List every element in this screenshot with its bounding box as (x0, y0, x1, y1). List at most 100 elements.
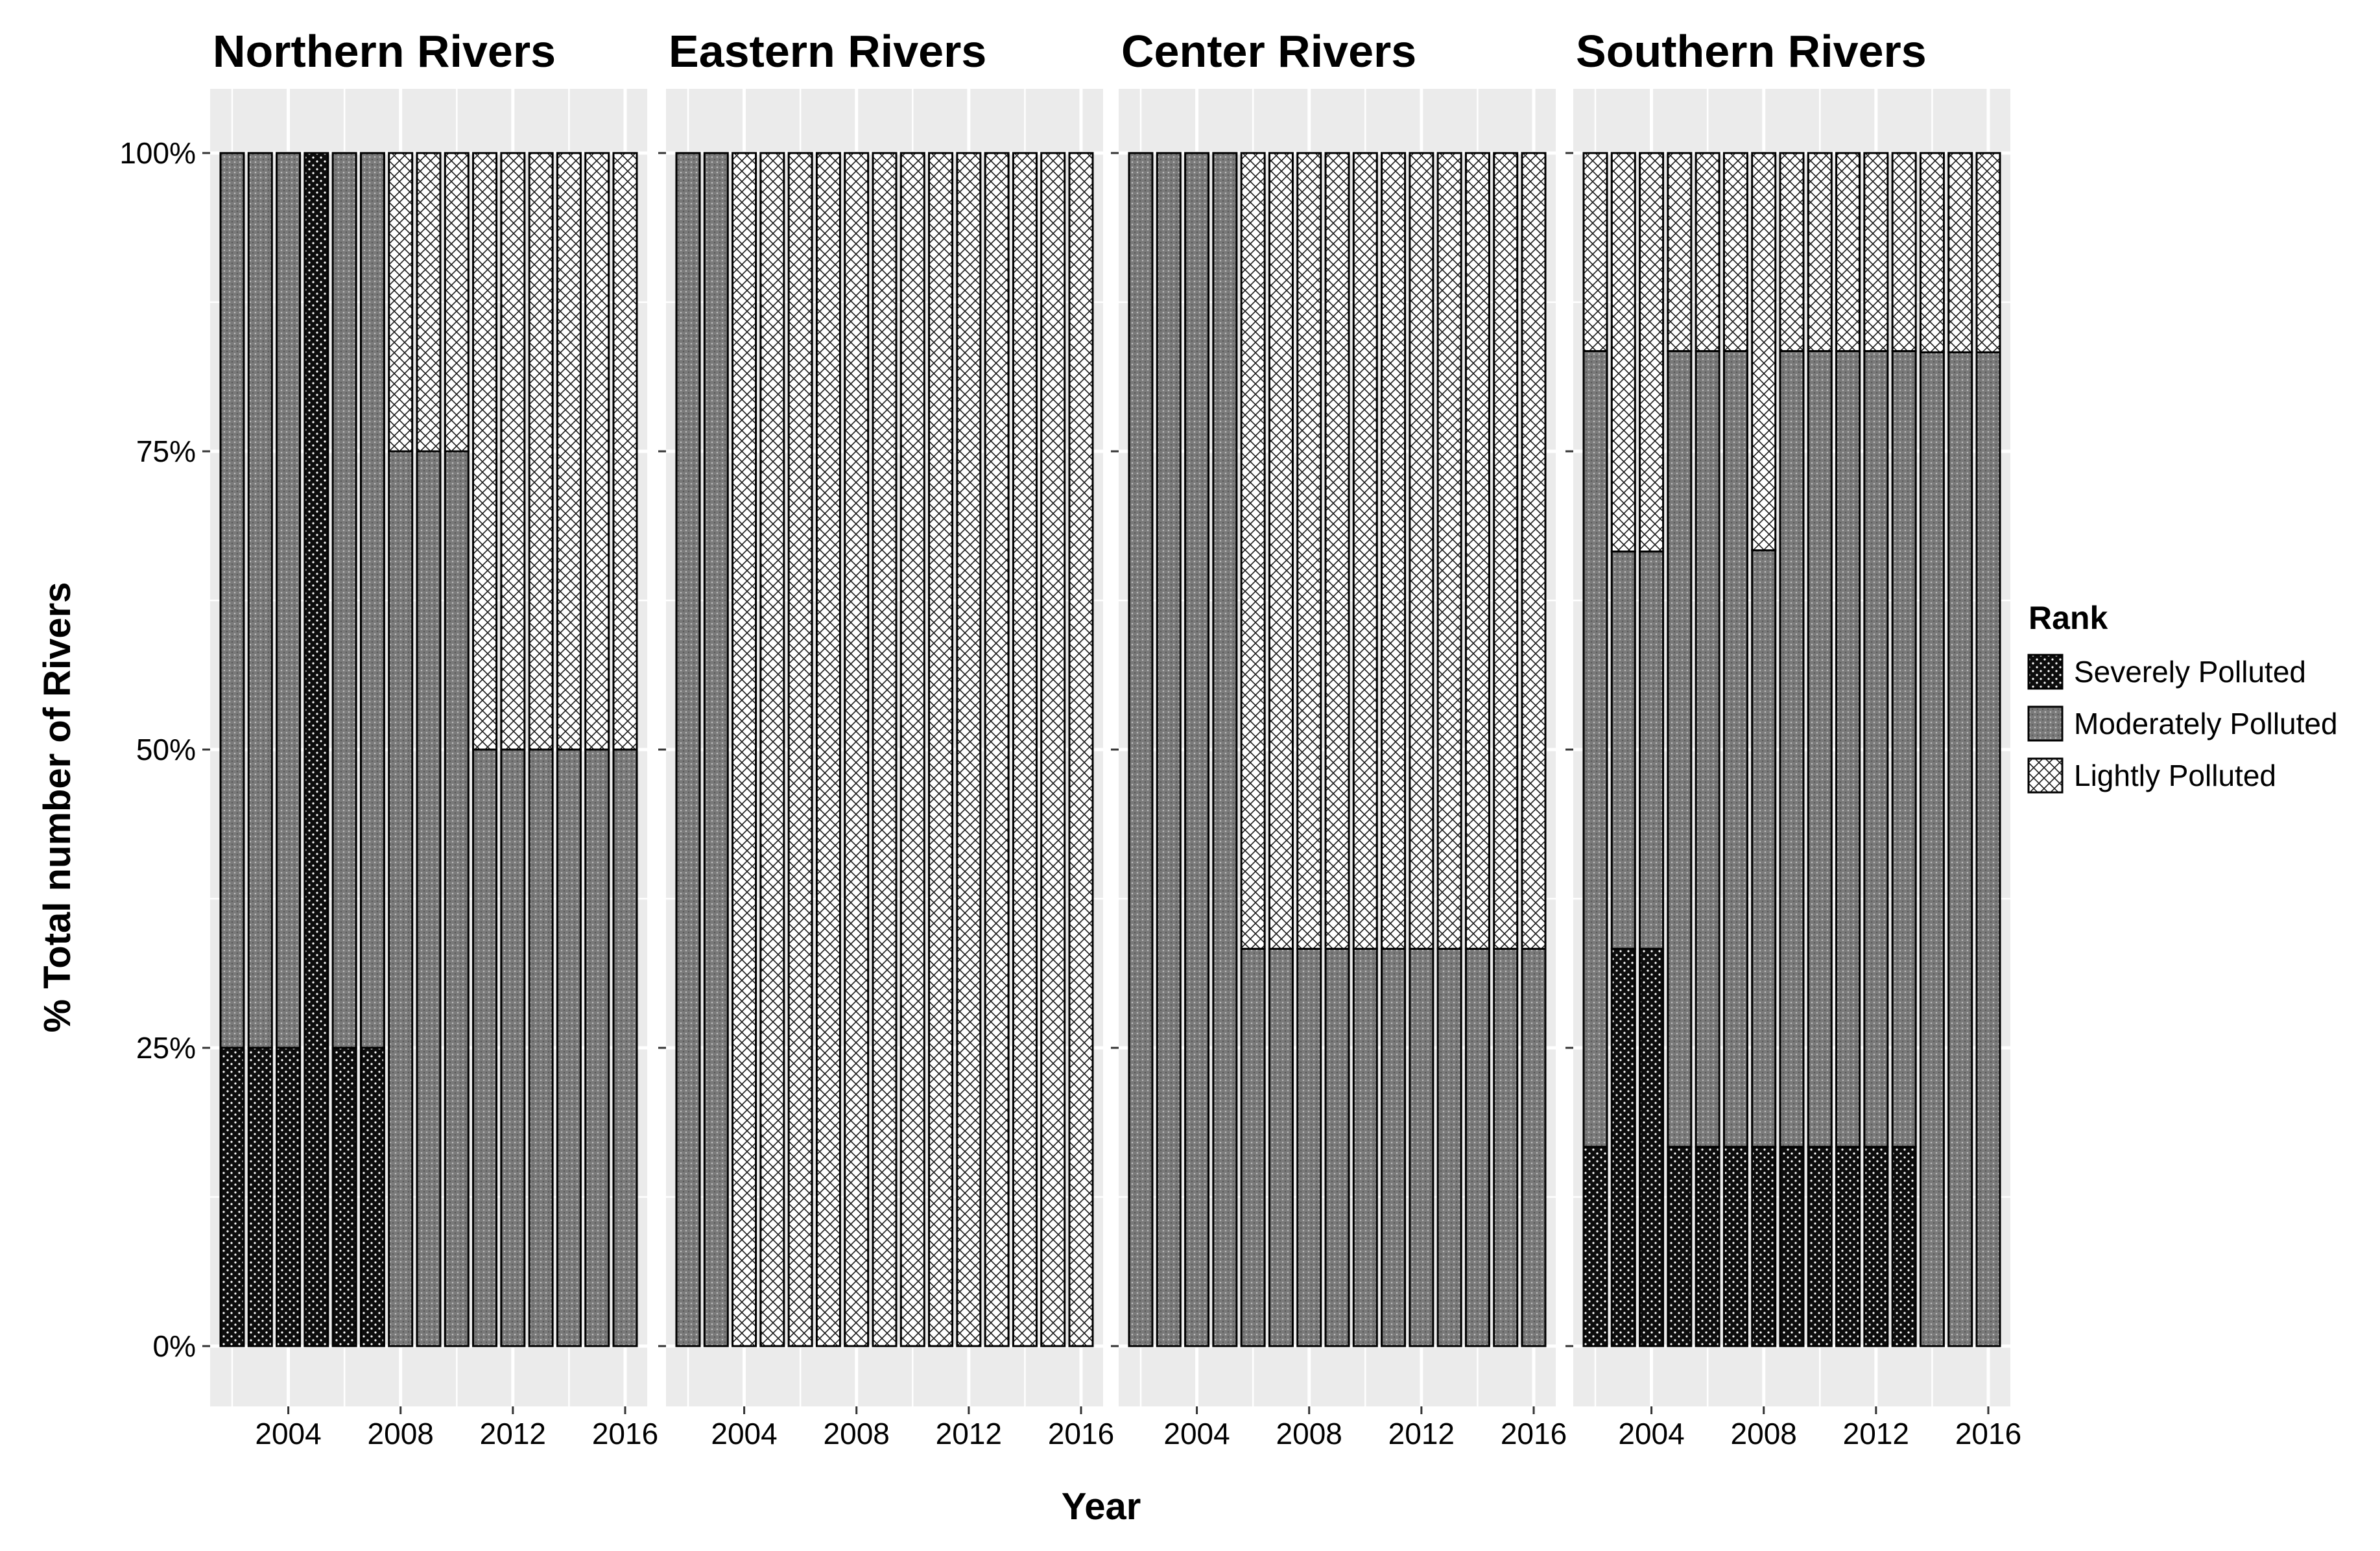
bar-severely-polluted-2010 (1807, 1146, 1833, 1347)
bar-lightly-polluted-2015 (584, 152, 610, 751)
facet-title-center-rivers: Center Rivers (1121, 26, 1416, 77)
facet-center-rivers: Center Rivers 2004 2008 2012 2016 (1111, 26, 1567, 1450)
bar-moderately-polluted-2002 (219, 152, 245, 1049)
x-axis-title: Year (1062, 1486, 1141, 1528)
x-tick-label: 2016 (592, 1417, 658, 1450)
x-tick-label: 2008 (824, 1417, 890, 1450)
bar-lightly-polluted-2008 (1751, 152, 1777, 552)
bars-center-rivers (1128, 152, 1547, 1347)
x-axis-southern-rivers: 2004 2008 2012 2016 (1618, 1406, 2021, 1450)
bar-lightly-polluted-2004 (732, 152, 757, 1347)
bar-lightly-polluted-2016 (1068, 152, 1094, 1347)
bar-moderately-polluted-2012 (1863, 349, 1889, 1148)
bar-severely-polluted-2005 (303, 152, 329, 1347)
bar-lightly-polluted-2013 (1891, 152, 1917, 352)
bar-lightly-polluted-2012 (956, 152, 982, 1347)
bar-moderately-polluted-2016 (1975, 351, 2001, 1347)
bar-lightly-polluted-2003 (1610, 152, 1636, 553)
bar-lightly-polluted-2011 (1835, 152, 1861, 352)
bar-lightly-polluted-2009 (416, 152, 442, 453)
legend-swatch-severely-polluted (2027, 654, 2064, 690)
y-tick-label: 100% (119, 136, 196, 170)
bar-severely-polluted-2009 (1779, 1146, 1805, 1347)
x-tick-label: 2012 (480, 1417, 546, 1450)
y-ticks-southern-rivers (1565, 152, 1573, 1347)
bar-severely-polluted-2002 (1582, 1146, 1608, 1347)
x-tick-label: 2004 (1163, 1417, 1230, 1450)
bar-lightly-polluted-2014 (1919, 152, 1945, 353)
bar-lightly-polluted-2014 (1012, 152, 1038, 1347)
bar-lightly-polluted-2010 (1352, 152, 1378, 950)
bar-severely-polluted-2008 (1751, 1146, 1777, 1347)
bar-lightly-polluted-2014 (1464, 152, 1490, 950)
bar-severely-polluted-2012 (1863, 1146, 1889, 1347)
bar-lightly-polluted-2008 (1296, 152, 1322, 950)
bar-moderately-polluted-2002 (1128, 152, 1154, 1347)
bar-severely-polluted-2002 (219, 1047, 245, 1347)
bar-moderately-polluted-2012 (500, 748, 526, 1347)
bar-lightly-polluted-2013 (528, 152, 554, 751)
facet-northern-rivers: Northern Rivers 2004 2008 2012 2016 (202, 26, 658, 1450)
bar-moderately-polluted-2004 (1639, 551, 1665, 950)
bar-lightly-polluted-2010 (1807, 152, 1833, 352)
x-axis-eastern-rivers: 2004 2008 2012 2016 (711, 1406, 1114, 1450)
y-axis-title: % Total number of Rivers (36, 582, 78, 1032)
bar-moderately-polluted-2014 (1464, 947, 1490, 1347)
bar-moderately-polluted-2003 (1610, 551, 1636, 950)
bar-lightly-polluted-2009 (1324, 152, 1350, 950)
bar-moderately-polluted-2013 (1436, 947, 1462, 1347)
bar-moderately-polluted-2011 (1835, 349, 1861, 1148)
bar-moderately-polluted-2014 (556, 748, 582, 1347)
bar-moderately-polluted-2005 (1212, 152, 1238, 1347)
bar-moderately-polluted-2015 (1493, 947, 1519, 1347)
y-tick-label: 75% (136, 434, 196, 468)
legend: Rank Severely Polluted Moderately Pollute… (2027, 600, 2338, 794)
bar-lightly-polluted-2010 (444, 152, 470, 453)
bar-lightly-polluted-2015 (1947, 152, 1973, 353)
bar-lightly-polluted-2013 (1436, 152, 1462, 950)
bar-lightly-polluted-2006 (787, 152, 813, 1347)
facet-southern-rivers: Southern Rivers 2004 2008 2012 2016 (1565, 26, 2021, 1450)
bar-lightly-polluted-2011 (928, 152, 954, 1347)
bar-lightly-polluted-2012 (1409, 152, 1434, 950)
axes-layer: % Total number of Rivers Year 0% 25% 50% 75… (36, 136, 1141, 1528)
x-tick-label: 2016 (1501, 1417, 1567, 1450)
x-tick-label: 2008 (1731, 1417, 1797, 1450)
bar-lightly-polluted-2010 (899, 152, 925, 1347)
y-ticks-eastern-rivers (658, 152, 666, 1347)
bar-moderately-polluted-2011 (1381, 947, 1407, 1347)
facet-title-eastern-rivers: Eastern Rivers (669, 26, 986, 77)
bar-severely-polluted-2003 (247, 1047, 273, 1347)
bar-lightly-polluted-2016 (1975, 152, 2001, 353)
bar-moderately-polluted-2009 (1779, 349, 1805, 1148)
bar-moderately-polluted-2010 (1807, 349, 1833, 1148)
bar-moderately-polluted-2002 (1582, 349, 1608, 1148)
facet-title-southern-rivers: Southern Rivers (1576, 26, 1927, 77)
y-ticks-northern-rivers (202, 152, 210, 1347)
bar-severely-polluted-2006 (1695, 1146, 1720, 1347)
facet-eastern-rivers: Eastern Rivers 2004 2008 2012 2016 (658, 26, 1114, 1450)
x-tick-label: 2004 (711, 1417, 777, 1450)
bar-moderately-polluted-2016 (1521, 947, 1547, 1347)
bar-lightly-polluted-2011 (472, 152, 498, 751)
bar-lightly-polluted-2008 (388, 152, 414, 453)
bar-lightly-polluted-2015 (1493, 152, 1519, 950)
x-tick-label: 2012 (1388, 1417, 1455, 1450)
legend-label-lightly-polluted: Lightly Polluted (2074, 759, 2276, 792)
bar-lightly-polluted-2008 (844, 152, 870, 1347)
bar-severely-polluted-2005 (1667, 1146, 1693, 1347)
x-tick-label: 2012 (936, 1417, 1002, 1450)
bar-moderately-polluted-2013 (528, 748, 554, 1347)
bar-moderately-polluted-2015 (1947, 351, 1973, 1347)
x-tick-label: 2012 (1843, 1417, 1909, 1450)
bar-lightly-polluted-2007 (1722, 152, 1748, 352)
bar-lightly-polluted-2005 (759, 152, 785, 1347)
bar-moderately-polluted-2012 (1409, 947, 1434, 1347)
bar-moderately-polluted-2002 (675, 152, 701, 1347)
y-tick-label: 25% (136, 1031, 196, 1065)
bar-lightly-polluted-2011 (1381, 152, 1407, 950)
bars-eastern-rivers (675, 152, 1094, 1347)
bar-lightly-polluted-2006 (1240, 152, 1266, 950)
bar-lightly-polluted-2016 (1521, 152, 1547, 950)
